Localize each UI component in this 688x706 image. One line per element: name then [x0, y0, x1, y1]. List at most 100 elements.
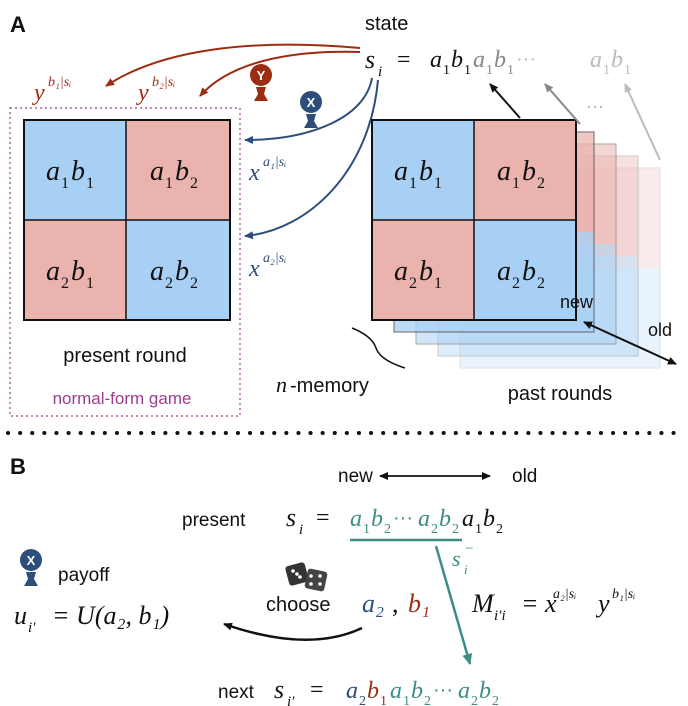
past-cell-label-a2b1: a 2 b 1 [394, 256, 442, 292]
state-b1: b [451, 47, 463, 73]
state-a1: a [430, 47, 442, 73]
s-minus-label: s i − [452, 541, 473, 577]
memory-brace [351, 327, 406, 369]
svg-text:2: 2 [424, 694, 431, 706]
old-label-b: old [512, 466, 537, 487]
svg-text:y: y [136, 80, 149, 106]
svg-text:···: ··· [393, 507, 413, 529]
matrix-cell-a2b2 [126, 220, 230, 320]
svg-text:1: 1 [434, 275, 442, 292]
svg-text:2: 2 [359, 694, 366, 706]
svg-text:Y: Y [257, 68, 266, 83]
svg-text:b: b [371, 506, 383, 532]
svg-text:s: s [452, 546, 461, 571]
svg-text:X: X [307, 95, 316, 110]
new-label-b: new [338, 466, 373, 487]
svg-text:a: a [150, 256, 164, 287]
svg-text:b₁|sᵢ: b₁|sᵢ [612, 587, 635, 602]
player-x-icon-b: X [20, 549, 42, 586]
state-a1-light: a [590, 47, 602, 73]
matrix-cell-a2b1 [24, 220, 126, 320]
svg-text:=: = [310, 677, 324, 703]
svg-text:i′: i′ [28, 620, 36, 636]
matrix-cell-a1b2 [126, 120, 230, 220]
choose-actions: a₂ , b₁ [362, 589, 430, 618]
svg-text:b₂|sᵢ: b₂|sᵢ [152, 75, 175, 90]
panel-a-label: A [10, 12, 26, 37]
payoff-label: payoff [58, 565, 110, 586]
svg-text:s: s [274, 675, 284, 704]
svg-text:a: a [46, 256, 60, 287]
svg-text:y: y [32, 80, 45, 106]
old-label-a: old [648, 320, 672, 340]
svg-text:b: b [175, 156, 189, 187]
svg-text:1: 1 [409, 175, 417, 192]
svg-text:a₁|sᵢ: a₁|sᵢ [263, 155, 286, 170]
svg-text:,: , [392, 589, 399, 618]
x-strategy-1: x a₁|sᵢ [248, 155, 286, 186]
svg-text:a: a [150, 156, 164, 187]
svg-text:1: 1 [380, 694, 387, 706]
svg-text:a₂: a₂ [362, 589, 384, 618]
state-s: s [365, 45, 375, 74]
state-b1-grey: b [494, 47, 506, 73]
svg-text:i′: i′ [287, 694, 295, 706]
svg-text:1: 1 [86, 175, 94, 192]
choose-label: choose [266, 594, 331, 616]
svg-text:2: 2 [537, 275, 545, 292]
player-x-icon: X [300, 91, 322, 128]
state-b1-sub: 1 [464, 63, 471, 78]
present-round-matrix [23, 119, 231, 321]
svg-text:1: 1 [475, 522, 482, 537]
svg-text:2: 2 [431, 522, 438, 537]
svg-text:a: a [418, 506, 430, 532]
cell-label-a2b2: a 2 b 2 [150, 256, 198, 292]
svg-text:a: a [394, 256, 408, 287]
svg-text:a: a [394, 156, 408, 187]
svg-text:x: x [248, 160, 260, 186]
svg-text:2: 2 [190, 275, 198, 292]
svg-text:1: 1 [86, 275, 94, 292]
svg-text:b₁|sᵢ: b₁|sᵢ [48, 75, 71, 90]
svg-text:1: 1 [165, 175, 173, 192]
player-y-icon: Y [250, 64, 272, 101]
svg-text:2: 2 [452, 522, 459, 537]
svg-text:= U(a₂, b₁): = U(a₂, b₁) [52, 601, 169, 630]
state-eq: = [397, 47, 411, 73]
transition-equation: M i′i = x a₂|sᵢ y b₁|sᵢ [471, 587, 635, 624]
state-a1-sub: 1 [443, 63, 450, 78]
arrow-state-to-y2 [199, 50, 361, 97]
panel-b-label: B [10, 454, 26, 479]
matrix-cell-a1b1 [24, 120, 126, 220]
svg-text:i′i: i′i [494, 608, 506, 624]
y-strategy-2: y b₂|sᵢ [136, 75, 175, 106]
present-state-equation: s i = a 1 b 2 ··· a 2 b 2 a 1 b 2 [286, 503, 503, 538]
svg-text:a: a [458, 678, 470, 704]
svg-text:a: a [390, 678, 402, 704]
arrow-past-to-state-3 [624, 83, 661, 161]
svg-text:···: ··· [433, 679, 453, 701]
svg-text:M: M [471, 589, 495, 618]
present-round-label: present round [63, 345, 186, 367]
svg-text:1: 1 [512, 175, 520, 192]
svg-text:X: X [27, 553, 36, 568]
svg-text:b: b [367, 678, 379, 704]
svg-text:2: 2 [165, 275, 173, 292]
state-b1-light-sub: 1 [624, 63, 631, 78]
svg-text:b: b [419, 156, 433, 187]
arrow-past-to-state-2 [544, 83, 581, 125]
state-label: state [365, 13, 408, 35]
state-s-sub: i [378, 64, 382, 80]
svg-text:2: 2 [61, 275, 69, 292]
svg-text:2: 2 [496, 522, 503, 537]
svg-text:1: 1 [403, 694, 410, 706]
transition-arrow [434, 545, 473, 665]
n-memory-label: n -memory [276, 372, 369, 397]
svg-text:a: a [46, 156, 60, 187]
new-label-a: new [560, 292, 594, 312]
svg-text:b₁: b₁ [408, 589, 430, 618]
svg-text:b: b [522, 256, 536, 287]
svg-text:b: b [439, 506, 451, 532]
state-b1-light: b [611, 47, 623, 73]
past-ellipsis: ··· [586, 96, 604, 116]
